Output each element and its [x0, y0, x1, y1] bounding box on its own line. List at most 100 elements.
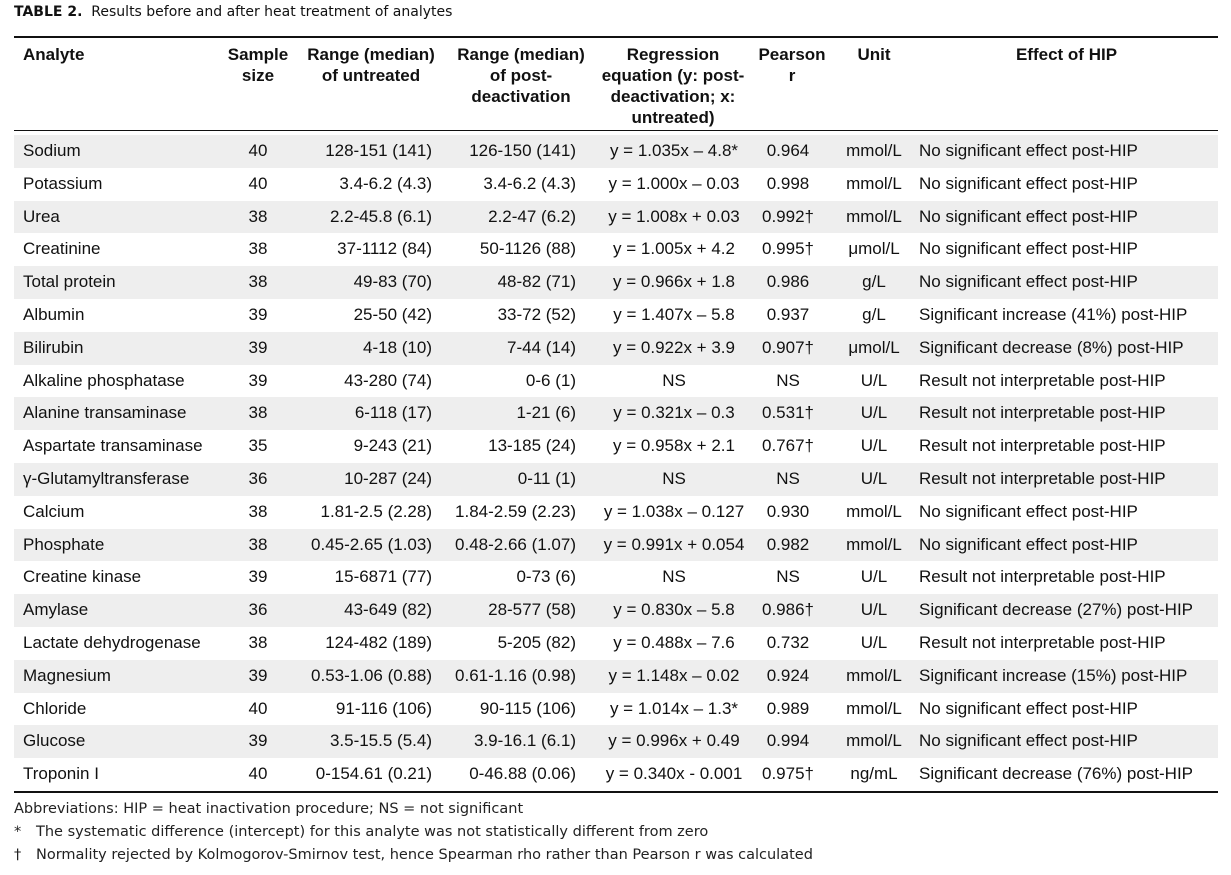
- header-regression: Regression equation (y: post-deactivatio…: [601, 45, 745, 127]
- cell-range-post: 126-150 (141): [469, 141, 576, 160]
- cell-range-post: 0.48-2.66 (1.07): [455, 534, 576, 554]
- cell-unit: U/L: [860, 468, 888, 488]
- cell-effect: No significant effect post-HIP: [919, 501, 1138, 521]
- cell-regression: NS: [662, 567, 686, 587]
- cell-sample-size: 40: [248, 173, 268, 193]
- footnote-dagger-mark: †: [14, 847, 22, 863]
- cell-range-post: 3.4-6.2 (4.3): [483, 173, 576, 193]
- table-row: Alkaline phosphatase 39 43-280 (74) 0-6 (1)…: [14, 364, 1218, 398]
- cell-regression: y = 1.005x + 4.2: [613, 239, 735, 259]
- cell-analyte: Amylase: [23, 600, 89, 620]
- table-row: Phosphate 38 0.45-2.65 (1.03) 0.48-2.66 (1.…: [14, 528, 1218, 562]
- header-analyte: Analyte: [23, 45, 85, 64]
- footnotes: Abbreviations: HIP = heat inactivation p…: [14, 798, 813, 867]
- cell-regression: y = 0.340x - 0.001: [605, 764, 743, 784]
- cell-regression: y = 0.321x – 0.3: [613, 403, 735, 423]
- cell-effect: Result not interpretable post-HIP: [919, 403, 1166, 423]
- cell-pearson: NS: [776, 567, 800, 587]
- cell-regression: y = 0.830x – 5.8: [613, 600, 735, 620]
- table-row: Amylase 36 43-649 (82) 28-577 (58) y = 0.830…: [14, 594, 1218, 627]
- table-body: Sodium 40 128-151 (141) 126-150 (141) y = 1.…: [14, 135, 1218, 791]
- cell-unit: mmol/L: [846, 173, 902, 193]
- cell-unit: U/L: [860, 370, 888, 390]
- header-rule: [14, 130, 1218, 131]
- cell-sample-size: 38: [248, 534, 268, 554]
- cell-range-post: 50-1126 (88): [479, 239, 576, 259]
- cell-range-untreated: 49-83 (70): [353, 272, 432, 292]
- header-range-post: Range (median) of post-deactivation: [457, 45, 585, 106]
- cell-range-untreated: 128-151 (141): [325, 141, 432, 160]
- cell-unit: g/L: [862, 304, 886, 324]
- cell-sample-size: 38: [248, 272, 268, 292]
- cell-analyte: Aspartate transaminase: [23, 436, 203, 456]
- cell-range-post: 90-115 (106): [479, 698, 576, 718]
- cell-analyte: Creatinine: [23, 239, 101, 259]
- header-pearson: Pearson r: [758, 45, 826, 85]
- cell-sample-size: 38: [248, 403, 268, 423]
- cell-effect: Result not interpretable post-HIP: [919, 567, 1166, 587]
- table-row: Aspartate transaminase 35 9-243 (21) 13-185…: [14, 430, 1218, 463]
- top-rule: [14, 36, 1218, 38]
- header-range-untreated: Range (median) of untreated: [307, 45, 435, 85]
- cell-range-post: 33-72 (52): [497, 304, 576, 324]
- cell-unit: U/L: [860, 600, 888, 620]
- cell-effect: Result not interpretable post-HIP: [919, 436, 1166, 456]
- cell-unit: mmol/L: [846, 698, 902, 718]
- cell-range-untreated: 0.45-2.65 (1.03): [311, 534, 432, 554]
- cell-range-untreated: 0-154.61 (0.21): [315, 764, 432, 784]
- cell-sample-size: 38: [248, 501, 268, 521]
- cell-analyte: Bilirubin: [23, 337, 84, 357]
- cell-range-untreated: 9-243 (21): [353, 436, 432, 456]
- cell-regression: y = 1.407x – 5.8: [613, 304, 735, 324]
- cell-analyte: Troponin I: [23, 764, 99, 784]
- cell-sample-size: 39: [248, 370, 268, 390]
- cell-effect: Result not interpretable post-HIP: [919, 468, 1166, 488]
- cell-range-untreated: 10-287 (24): [344, 468, 432, 488]
- cell-regression: y = 0.991x + 0.054: [603, 534, 745, 554]
- cell-effect: Result not interpretable post-HIP: [919, 632, 1166, 652]
- cell-regression: y = 0.922x + 3.9: [613, 337, 735, 357]
- cell-effect: No significant effect post-HIP: [919, 141, 1138, 160]
- cell-range-post: 0-73 (6): [516, 567, 576, 587]
- table-row: Alanine transaminase 38 6-118 (17) 1-21 (6)…: [14, 397, 1218, 431]
- cell-effect: No significant effect post-HIP: [919, 731, 1138, 751]
- cell-range-untreated: 91-116 (106): [335, 698, 432, 718]
- cell-regression: y = 0.966x + 1.8: [613, 272, 735, 292]
- cell-unit: mmol/L: [846, 534, 902, 554]
- cell-range-post: 1.84-2.59 (2.23): [455, 501, 576, 521]
- cell-unit: μmol/L: [848, 337, 900, 357]
- cell-range-post: 28-577 (58): [488, 600, 576, 620]
- cell-analyte: Chloride: [23, 698, 87, 718]
- cell-regression: y = 1.008x + 0.03: [608, 206, 740, 226]
- cell-pearson: 0.907†: [762, 337, 814, 357]
- cell-unit: U/L: [860, 436, 888, 456]
- cell-range-untreated: 2.2-45.8 (6.1): [329, 206, 432, 226]
- footnote-dagger: † Normality rejected by Kolmogorov-Smirno…: [14, 844, 813, 867]
- cell-pearson: NS: [776, 468, 800, 488]
- cell-pearson: 0.998: [766, 173, 810, 193]
- cell-pearson: 0.732: [766, 632, 810, 652]
- cell-regression: y = 1.148x – 0.02: [608, 665, 740, 685]
- table-title: Results before and after heat treatment …: [91, 4, 453, 20]
- cell-range-post: 48-82 (71): [497, 272, 576, 292]
- cell-pearson: 0.995†: [762, 239, 814, 259]
- cell-effect: No significant effect post-HIP: [919, 534, 1138, 554]
- cell-pearson: 0.930: [766, 501, 810, 521]
- cell-pearson: 0.992†: [762, 206, 814, 226]
- cell-pearson: 0.937: [766, 304, 810, 324]
- cell-unit: μmol/L: [848, 239, 900, 259]
- cell-effect: No significant effect post-HIP: [919, 239, 1138, 259]
- table-row: Potassium 40 3.4-6.2 (4.3) 3.4-6.2 (4.3) y =…: [14, 167, 1218, 201]
- cell-range-post: 3.9-16.1 (6.1): [473, 731, 576, 751]
- footnote-star-text: The systematic difference (intercept) fo…: [36, 824, 709, 840]
- cell-pearson: 0.924: [766, 665, 810, 685]
- cell-range-untreated: 15-6871 (77): [334, 567, 432, 587]
- cell-analyte: Total protein: [23, 272, 116, 292]
- cell-sample-size: 40: [248, 698, 268, 718]
- cell-range-untreated: 3.4-6.2 (4.3): [339, 173, 432, 193]
- cell-unit: U/L: [860, 567, 888, 587]
- cell-regression: y = 0.996x + 0.49: [608, 731, 740, 751]
- cell-effect: No significant effect post-HIP: [919, 698, 1138, 718]
- cell-unit: mmol/L: [846, 501, 902, 521]
- cell-effect: Significant increase (15%) post-HIP: [919, 665, 1188, 685]
